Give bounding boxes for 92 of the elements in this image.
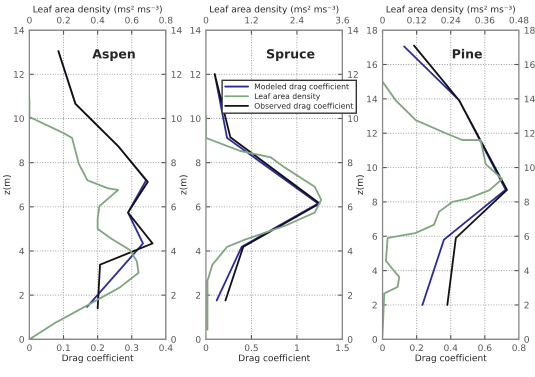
y-tick-label: 14 <box>367 96 378 102</box>
x2-tick-label: 0.24 <box>441 16 460 24</box>
x2-tick-label: 0.8 <box>159 16 172 24</box>
y-tick-label: 12 <box>14 71 24 78</box>
y-tick-label: 12 <box>190 71 200 78</box>
x-tick-label: 1.5 <box>336 344 349 352</box>
x-axis-title: Drag coefficient <box>62 354 134 364</box>
x2-tick-label: 0.6 <box>125 16 138 24</box>
y2-tick-label: 16 <box>524 61 535 68</box>
x-tick-label: 0.2 <box>410 344 423 352</box>
x-axis-title: Drag coefficient <box>239 354 310 364</box>
y2-tick-label: 14 <box>348 27 358 34</box>
x2-tick-label: 0.4 <box>91 16 104 24</box>
x-tick-label: 0.3 <box>125 344 138 352</box>
y-tick-label: 14 <box>190 27 201 34</box>
x2-axis-title: Leaf area density (ms² ms⁻³) <box>210 6 338 14</box>
x2-tick-label: 0 <box>380 16 385 24</box>
y-tick-label: 0 <box>196 336 201 343</box>
x-tick-label: 0 <box>27 344 32 352</box>
x2-tick-label: 2.4 <box>290 16 304 24</box>
y-tick-label: 18 <box>367 26 378 34</box>
x-tick-label: 0.8 <box>512 344 526 352</box>
y2-tick-label: 6 <box>348 204 352 210</box>
x2-tick-label: 1.2 <box>245 16 258 24</box>
y-tick-label: 2 <box>19 292 24 299</box>
x-tick-label: 0.4 <box>444 344 458 352</box>
y2-tick-label: 14 <box>172 27 182 34</box>
y-tick-label: 12 <box>367 130 377 137</box>
y-tick-label: 10 <box>14 115 24 122</box>
y-tick-label: 2 <box>372 302 377 308</box>
y-tick-label: 8 <box>372 198 378 206</box>
y2-tick-label: 0 <box>524 336 529 343</box>
text: Pine <box>452 48 482 59</box>
y2-tick-label: 2 <box>348 292 352 299</box>
y2-tick-label: 0 <box>348 336 352 343</box>
x2-axis-title: Leaf area density (ms² ms⁻³) <box>34 6 162 14</box>
y-tick-label: 6 <box>372 232 378 240</box>
x2-tick-label: 0.2 <box>56 16 70 24</box>
y-tick-label: 4 <box>372 267 378 274</box>
y-tick-label: 8 <box>196 159 200 166</box>
y2-tick-label: 2 <box>171 292 176 299</box>
x2-axis-title: Leaf area density (ms² ms⁻³) <box>386 6 515 14</box>
y-tick-label: 4 <box>196 248 201 254</box>
x2-tick-label: 0 <box>27 16 32 24</box>
y-tick-label: 10 <box>190 115 201 122</box>
y-axis-title: z(m) <box>2 175 11 195</box>
y-tick-label: 2 <box>196 292 200 299</box>
x-tick-label: 0.4 <box>159 344 173 352</box>
x2-tick-label: 0.36 <box>475 16 494 24</box>
x-axis-title: Drag coefficient <box>416 354 487 364</box>
y2-tick-label: 18 <box>524 26 535 34</box>
text: Aspen <box>92 49 135 61</box>
text: Spruce <box>267 49 314 61</box>
y2-tick-label: 8 <box>524 198 529 206</box>
y-tick-label: 6 <box>196 204 201 210</box>
x-tick-label: 0 <box>380 344 385 352</box>
x-tick-label: 0.5 <box>244 344 258 352</box>
y-tick-label: 0 <box>372 336 378 343</box>
y-tick-label: 0 <box>19 336 24 343</box>
x-tick-label: 0.6 <box>478 344 492 352</box>
x2-tick-label: 0.48 <box>509 16 528 24</box>
x-tick-label: 0 <box>204 344 208 352</box>
y-tick-label: 4 <box>19 248 24 254</box>
y2-tick-label: 12 <box>524 130 534 137</box>
y-tick-label: 16 <box>367 61 378 68</box>
y2-tick-label: 10 <box>524 164 535 172</box>
y2-tick-label: 8 <box>171 159 176 166</box>
y2-tick-label: 6 <box>171 204 176 210</box>
y2-tick-label: 10 <box>172 115 182 122</box>
y2-tick-label: 0 <box>171 336 176 343</box>
y-tick-label: 8 <box>19 159 24 166</box>
y2-tick-label: 10 <box>348 115 358 122</box>
x2-tick-label: 0.12 <box>407 16 426 24</box>
y2-tick-label: 6 <box>524 232 529 240</box>
y2-tick-label: 12 <box>172 71 182 78</box>
y-tick-label: 6 <box>19 204 24 210</box>
x2-tick-label: 0 <box>204 16 208 24</box>
x2-tick-label: 3.6 <box>336 16 350 24</box>
y2-tick-label: 12 <box>348 71 358 78</box>
y-axis-title: z(m) <box>356 175 364 195</box>
y2-tick-label: 8 <box>348 159 352 166</box>
y2-tick-label: 14 <box>524 96 535 102</box>
y-axis-title: z(m) <box>180 175 188 195</box>
y2-tick-label: 4 <box>524 267 530 274</box>
y-tick-label: 14 <box>14 27 24 34</box>
x-tick-label: 1 <box>295 344 299 352</box>
y2-tick-label: 4 <box>171 248 176 254</box>
y2-tick-label: 4 <box>348 248 352 254</box>
y-tick-label: 10 <box>367 164 378 172</box>
x-tick-label: 0.2 <box>91 344 104 352</box>
x-tick-label: 0.1 <box>56 344 70 352</box>
y2-tick-label: 2 <box>524 302 529 308</box>
